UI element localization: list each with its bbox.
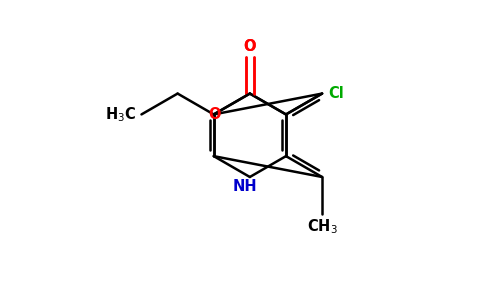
Text: O: O: [209, 107, 221, 122]
Text: Cl: Cl: [328, 86, 344, 101]
Text: CH$_3$: CH$_3$: [307, 218, 337, 236]
Text: O: O: [243, 39, 256, 54]
Text: H$_3$C: H$_3$C: [106, 105, 136, 124]
Text: NH: NH: [233, 179, 257, 194]
Text: O: O: [243, 39, 256, 54]
